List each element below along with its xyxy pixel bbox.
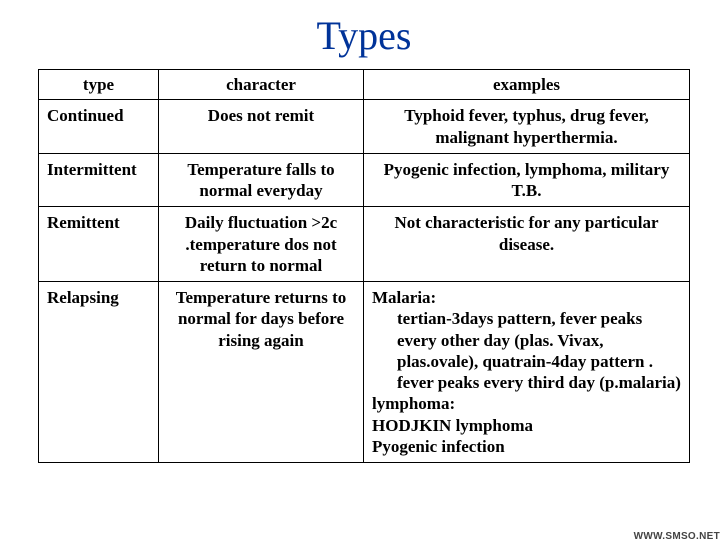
cell-type: Relapsing: [39, 282, 159, 463]
examples-line: Pyogenic infection: [372, 437, 505, 456]
footer-link: WWW.SMSO.NET: [634, 531, 720, 542]
cell-character: Does not remit: [159, 100, 364, 154]
examples-indent: tertian-3days pattern, fever peaks every…: [372, 308, 681, 393]
examples-line: HODJKIN lymphoma: [372, 416, 533, 435]
table-row: Intermittent Temperature falls to normal…: [39, 153, 690, 207]
cell-character: Daily fluctuation >2c .temperature dos n…: [159, 207, 364, 282]
header-type: type: [39, 70, 159, 100]
cell-examples: Not characteristic for any particular di…: [364, 207, 690, 282]
cell-examples: Pyogenic infection, lymphoma, military T…: [364, 153, 690, 207]
header-examples: examples: [364, 70, 690, 100]
header-character: character: [159, 70, 364, 100]
table-row: Remittent Daily fluctuation >2c .tempera…: [39, 207, 690, 282]
cell-character: Temperature falls to normal everyday: [159, 153, 364, 207]
examples-line: Malaria:: [372, 288, 436, 307]
cell-type: Continued: [39, 100, 159, 154]
cell-examples: Typhoid fever, typhus, drug fever, malig…: [364, 100, 690, 154]
page-title: Types: [38, 12, 690, 59]
examples-line: lymphoma:: [372, 394, 455, 413]
cell-examples: Malaria: tertian-3days pattern, fever pe…: [364, 282, 690, 463]
table-header-row: type character examples: [39, 70, 690, 100]
cell-type: Intermittent: [39, 153, 159, 207]
table-row: Continued Does not remit Typhoid fever, …: [39, 100, 690, 154]
types-table: type character examples Continued Does n…: [38, 69, 690, 463]
cell-type: Remittent: [39, 207, 159, 282]
table-row: Relapsing Temperature returns to normal …: [39, 282, 690, 463]
cell-character: Temperature returns to normal for days b…: [159, 282, 364, 463]
